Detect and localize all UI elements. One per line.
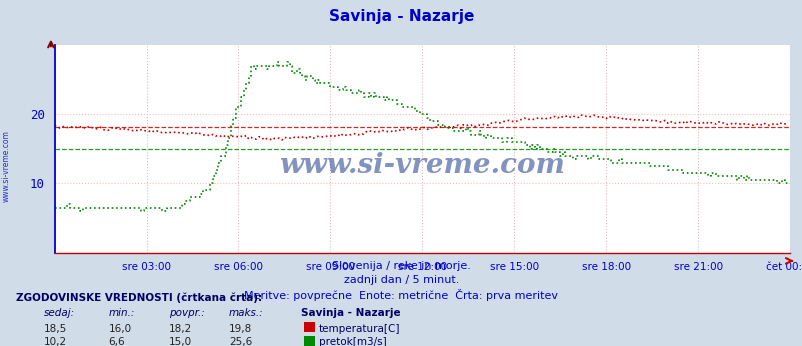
Text: Slovenija / reke in morje.: Slovenija / reke in morje. [332,261,470,271]
Text: Meritve: povprečne  Enote: metrične  Črta: prva meritev: Meritve: povprečne Enote: metrične Črta:… [244,289,558,301]
Text: 19,8: 19,8 [229,324,252,334]
Text: 18,5: 18,5 [44,324,67,334]
Text: ZGODOVINSKE VREDNOSTI (črtkana črta):: ZGODOVINSKE VREDNOSTI (črtkana črta): [16,292,262,303]
Text: Savinja - Nazarje: Savinja - Nazarje [328,9,474,24]
Text: min.:: min.: [108,308,135,318]
Text: sedaj:: sedaj: [44,308,75,318]
Text: 18,2: 18,2 [168,324,192,334]
Text: zadnji dan / 5 minut.: zadnji dan / 5 minut. [343,275,459,285]
Text: temperatura[C]: temperatura[C] [318,324,399,334]
Text: 6,6: 6,6 [108,337,125,346]
Text: pretok[m3/s]: pretok[m3/s] [318,337,386,346]
Text: 10,2: 10,2 [44,337,67,346]
Text: www.si-vreme.com: www.si-vreme.com [279,152,565,179]
Text: 16,0: 16,0 [108,324,132,334]
Text: 15,0: 15,0 [168,337,192,346]
Text: maks.:: maks.: [229,308,263,318]
Text: 25,6: 25,6 [229,337,252,346]
Text: Savinja - Nazarje: Savinja - Nazarje [301,308,400,318]
Text: www.si-vreme.com: www.si-vreme.com [2,130,11,202]
Text: povpr.:: povpr.: [168,308,205,318]
